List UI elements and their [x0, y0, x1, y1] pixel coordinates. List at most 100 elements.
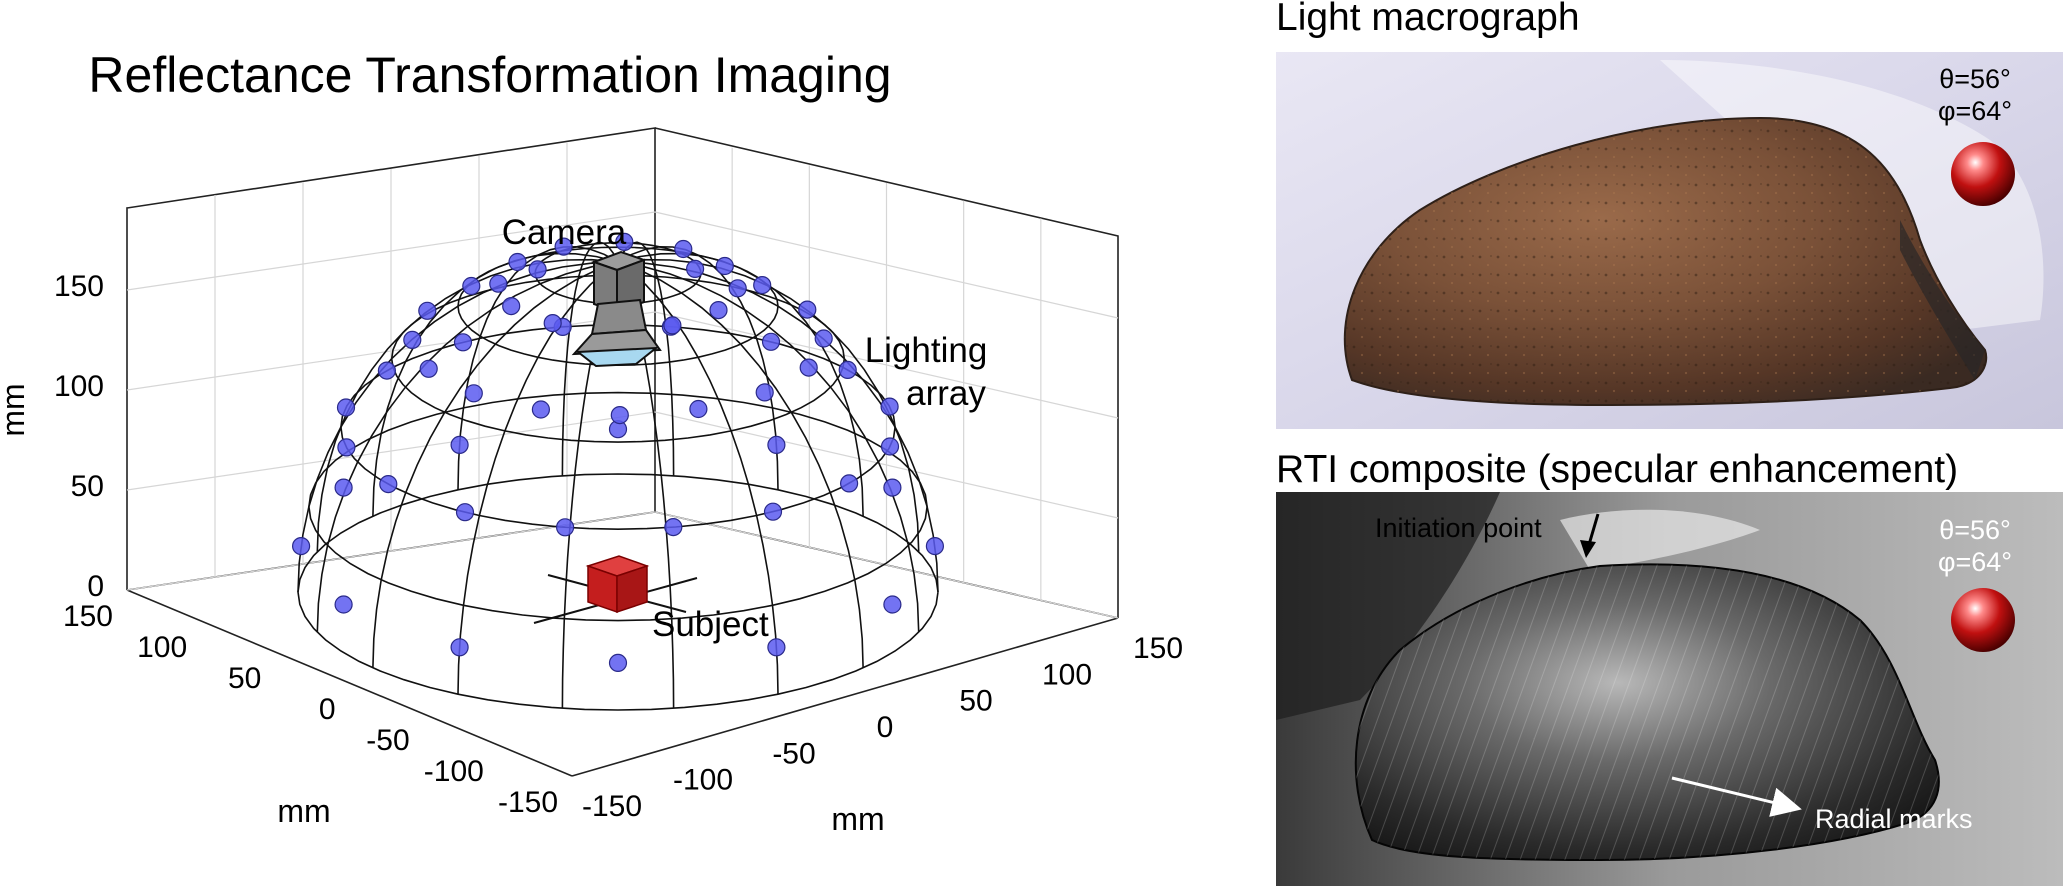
x-tick-label: 100 [137, 631, 187, 664]
camera-label: Camera [502, 213, 627, 252]
lighting-point [453, 333, 473, 352]
lighting-point [761, 332, 781, 351]
y-axis-label: mm [831, 801, 884, 837]
lighting-point [763, 502, 783, 521]
radial-marks-texture [1355, 564, 1939, 860]
diagram-title: Reflectance Transformation Imaging [88, 47, 891, 103]
lighting-point [450, 638, 469, 657]
lighting-point [418, 301, 437, 320]
lighting-array-points [292, 232, 945, 673]
grid-lines [126, 143, 1119, 619]
radial-marks-arrow [1671, 776, 1802, 817]
lighting-point [502, 297, 521, 316]
lighting-point [334, 478, 353, 497]
lighting-point [337, 438, 356, 457]
lighting-point [450, 435, 469, 454]
lighting-point [419, 359, 438, 378]
rti-3d-diagram: Reflectance Transformation Imaging Subje… [0, 47, 1183, 837]
subject-label: Subject [652, 605, 769, 644]
panel-rti-composite: RTI composite (specular enhancement) Ini… [1276, 448, 2063, 886]
dome-meridian [372, 261, 619, 668]
lighting-point [292, 536, 311, 556]
axis-ticks: 0 50 100 150 150 100 50 0 -50 -100 -150 -150 -100 -50… [54, 270, 1183, 823]
top-phi: φ=64° [1938, 96, 2012, 126]
subject: Subject [533, 555, 769, 644]
panel-top-title: Light macrograph [1276, 0, 1580, 39]
camera-right [616, 258, 645, 314]
dome-meridian [372, 252, 619, 517]
lighting-point [767, 435, 786, 454]
rock-dark-edge [1900, 220, 1985, 380]
camera-mount [590, 298, 648, 336]
x-tick-label: -50 [366, 724, 409, 757]
top-theta: θ=56° [1939, 64, 2011, 94]
initiation-arrow [1580, 513, 1600, 558]
lighting-point [377, 361, 396, 380]
x-axis-edge [126, 589, 573, 777]
lighting-point [883, 478, 902, 497]
lighting-point [615, 232, 634, 251]
lighting-point [531, 400, 551, 419]
lighting-label-line2: array [906, 374, 986, 413]
subject-cube [585, 555, 650, 614]
lighting-label-line1: Lighting [865, 331, 988, 370]
rti-shadow-left [1276, 492, 1500, 720]
lighting-point [880, 397, 899, 416]
lighting-point [528, 260, 547, 279]
lighting-point [767, 638, 786, 657]
dome-meridian [316, 261, 619, 633]
lighting-point [709, 301, 728, 320]
z-tick-label: 150 [54, 270, 104, 303]
lighting-point [334, 595, 353, 614]
z-axis-label: mm [0, 383, 31, 436]
x-tick-label: 50 [228, 662, 261, 695]
lighting-point [925, 536, 945, 556]
lighting-point [883, 595, 902, 614]
radial-marks-label: Radial marks [1815, 804, 1973, 834]
y-tick-label: -100 [673, 764, 733, 797]
cube-right-face [616, 564, 648, 614]
lighting-point [610, 406, 629, 425]
lighting-point [508, 252, 527, 272]
panel-bottom-title: RTI composite (specular enhancement) [1276, 448, 1958, 491]
lighting-point [455, 503, 475, 522]
lighting-point [755, 383, 774, 402]
top-lighting-sphere-icon [1951, 142, 2015, 206]
lighting-point [715, 256, 734, 276]
bottom-phi: φ=64° [1938, 547, 2012, 577]
back-left-wall [126, 127, 656, 590]
y-tick-label: 150 [1133, 632, 1183, 665]
lighting-point [685, 259, 705, 278]
dome-meridian [617, 261, 864, 668]
lighting-point [838, 360, 857, 379]
lighting-point [753, 276, 772, 295]
dome-meridian [561, 241, 619, 476]
lighting-point [728, 279, 747, 298]
z-tick-label: 100 [54, 370, 104, 403]
dome-meridian [457, 261, 619, 695]
camera: Camera [502, 213, 662, 368]
dome-meridian [617, 261, 920, 633]
lighting-point [489, 274, 508, 293]
lighting-point [555, 518, 575, 537]
x-tick-label: 0 [319, 693, 336, 726]
x-axis-label: mm [277, 793, 330, 829]
lighting-point [608, 653, 628, 673]
lighting-point [798, 300, 817, 319]
z-tick-label: 0 [87, 570, 104, 603]
lighting-point [880, 437, 900, 456]
dome-meridian [617, 261, 779, 695]
z-tick-label: 50 [71, 470, 104, 503]
y-axis-edge [571, 617, 1119, 777]
lighting-point [379, 475, 398, 494]
y-tick-label: -150 [582, 790, 642, 823]
lighting-point [336, 398, 356, 417]
lighting-point [799, 358, 818, 377]
y-tick-label: 50 [959, 685, 992, 718]
camera-lens [575, 346, 660, 368]
initiation-point-label: Initiation point [1375, 513, 1542, 543]
lighting-point [663, 316, 682, 335]
back-right-wall [654, 127, 1119, 618]
x-tick-label: -100 [424, 755, 484, 788]
lighting-point [814, 329, 833, 348]
